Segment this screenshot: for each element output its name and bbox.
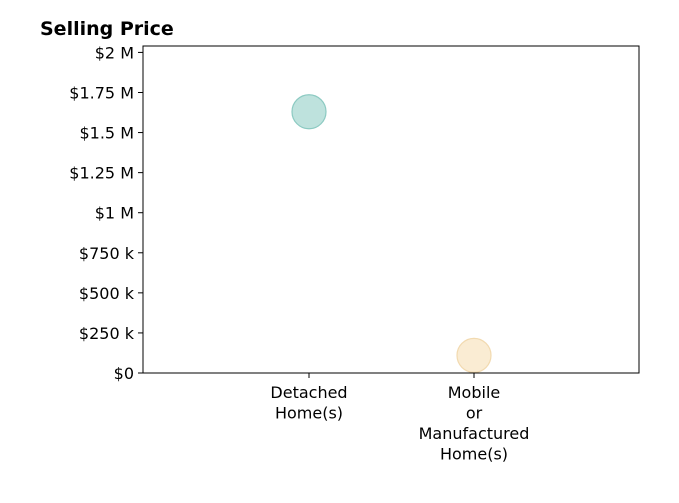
x-tick-label: Mobile or Manufactured Home(s) (419, 383, 530, 464)
x-tick-label: Detached Home(s) (270, 383, 347, 423)
y-tick-label: $1 M (95, 204, 134, 223)
y-tick-label: $750 k (79, 244, 135, 263)
chart-title: Selling Price (40, 18, 174, 40)
data-point (456, 337, 492, 373)
data-points (291, 94, 492, 373)
y-tick-label: $2 M (95, 43, 134, 62)
y-tick-label: $250 k (79, 324, 135, 343)
y-tick-label: $1.25 M (69, 164, 134, 183)
data-point (291, 94, 327, 130)
y-tick-label: $500 k (79, 284, 135, 303)
y-tick-label: $1.5 M (79, 124, 134, 143)
y-tick-label: $0 (114, 364, 134, 383)
y-tick-label: $1.75 M (69, 83, 134, 102)
plot-area-frame (142, 45, 640, 374)
x-axis: Detached Home(s) Mobile or Manufactured Home(… (270, 373, 529, 464)
y-axis: $0 $250 k $500 k $750 k $1 M $1.25 M $1.5 M $1.… (69, 43, 143, 383)
